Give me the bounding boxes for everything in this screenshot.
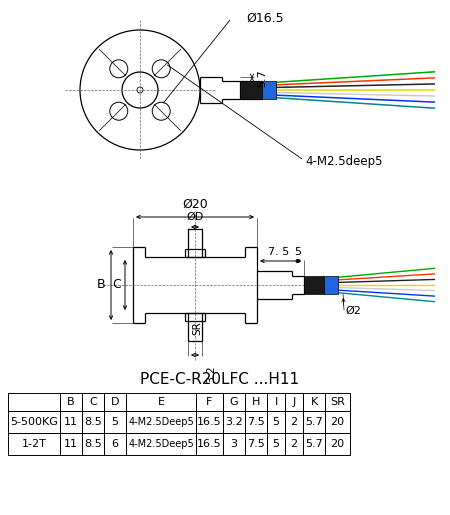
Bar (8, 393, 60, 411)
Text: 5: 5 (294, 247, 302, 257)
Bar (245, 433, 267, 455)
Bar (325, 411, 350, 433)
Bar (267, 433, 285, 455)
Bar (82, 433, 104, 455)
Text: 4-M2.5Deep5: 4-M2.5Deep5 (128, 439, 194, 449)
Bar (60, 393, 82, 411)
Text: 3.2: 3.2 (206, 365, 216, 383)
Text: 7. 5: 7. 5 (268, 247, 289, 257)
Text: 5: 5 (273, 417, 279, 427)
Bar (267, 393, 285, 411)
Text: ØD: ØD (186, 212, 203, 222)
Text: H: H (252, 397, 260, 407)
Text: E: E (158, 397, 165, 407)
Text: 3.2: 3.2 (225, 417, 243, 427)
Bar (324, 276, 338, 294)
Bar (267, 411, 285, 433)
Text: 3: 3 (230, 439, 238, 449)
Text: 11: 11 (64, 439, 78, 449)
Text: 16.5: 16.5 (197, 439, 222, 449)
Text: Ø2: Ø2 (345, 306, 361, 316)
Bar (304, 276, 324, 294)
Text: 5-500KG: 5-500KG (10, 417, 58, 427)
Bar (196, 433, 223, 455)
Bar (126, 411, 196, 433)
Bar (104, 411, 126, 433)
Bar (245, 393, 267, 411)
Text: 11: 11 (64, 417, 78, 427)
Text: 2: 2 (290, 439, 297, 449)
Bar (196, 393, 223, 411)
Text: SR: SR (330, 397, 345, 407)
Text: C: C (112, 279, 121, 291)
Text: K: K (310, 397, 318, 407)
Bar (325, 393, 350, 411)
Bar (223, 393, 245, 411)
Text: F: F (206, 397, 213, 407)
Bar (285, 433, 303, 455)
Text: G: G (230, 397, 238, 407)
Text: B: B (96, 279, 105, 291)
Bar (223, 433, 245, 455)
Text: 4-M2.5Deep5: 4-M2.5Deep5 (128, 417, 194, 427)
Text: D: D (111, 397, 119, 407)
Text: 5: 5 (112, 417, 118, 427)
Bar (285, 411, 303, 433)
Text: B: B (67, 397, 75, 407)
Text: 5: 5 (273, 439, 279, 449)
Bar (82, 393, 104, 411)
Bar (82, 411, 104, 433)
Text: PCE-C-R20LFC ...H11: PCE-C-R20LFC ...H11 (140, 371, 300, 386)
Text: 8.5: 8.5 (84, 439, 102, 449)
Bar (240, 81, 262, 99)
Bar (325, 433, 350, 455)
Bar (303, 433, 325, 455)
Bar (104, 433, 126, 455)
Bar (8, 433, 60, 455)
Text: 16.5: 16.5 (197, 417, 222, 427)
Text: C: C (89, 397, 97, 407)
Text: J: J (292, 397, 296, 407)
Text: SR: SR (192, 321, 202, 335)
Text: 1-2T: 1-2T (22, 439, 46, 449)
Bar (8, 411, 60, 433)
Bar (60, 433, 82, 455)
Bar (196, 411, 223, 433)
Text: Ø20: Ø20 (182, 198, 208, 211)
Text: 5.7: 5.7 (305, 439, 323, 449)
Bar (126, 393, 196, 411)
Bar (223, 411, 245, 433)
Text: 6: 6 (112, 439, 118, 449)
Text: 20: 20 (330, 439, 345, 449)
Bar (126, 433, 196, 455)
Text: 8.5: 8.5 (84, 417, 102, 427)
Bar (262, 81, 276, 99)
Text: 20: 20 (330, 417, 345, 427)
Text: 7.5: 7.5 (247, 417, 265, 427)
Bar (285, 393, 303, 411)
Text: 4-M2.5deep5: 4-M2.5deep5 (305, 156, 382, 168)
Text: 7.5: 7.5 (247, 439, 265, 449)
Text: Ø16.5: Ø16.5 (246, 11, 284, 25)
Text: 5.7: 5.7 (305, 417, 323, 427)
Bar (104, 393, 126, 411)
Text: I: I (274, 397, 278, 407)
Bar (245, 411, 267, 433)
Text: 5.7: 5.7 (257, 69, 267, 87)
Bar (303, 411, 325, 433)
Bar (60, 411, 82, 433)
Text: 2: 2 (290, 417, 297, 427)
Bar (303, 393, 325, 411)
